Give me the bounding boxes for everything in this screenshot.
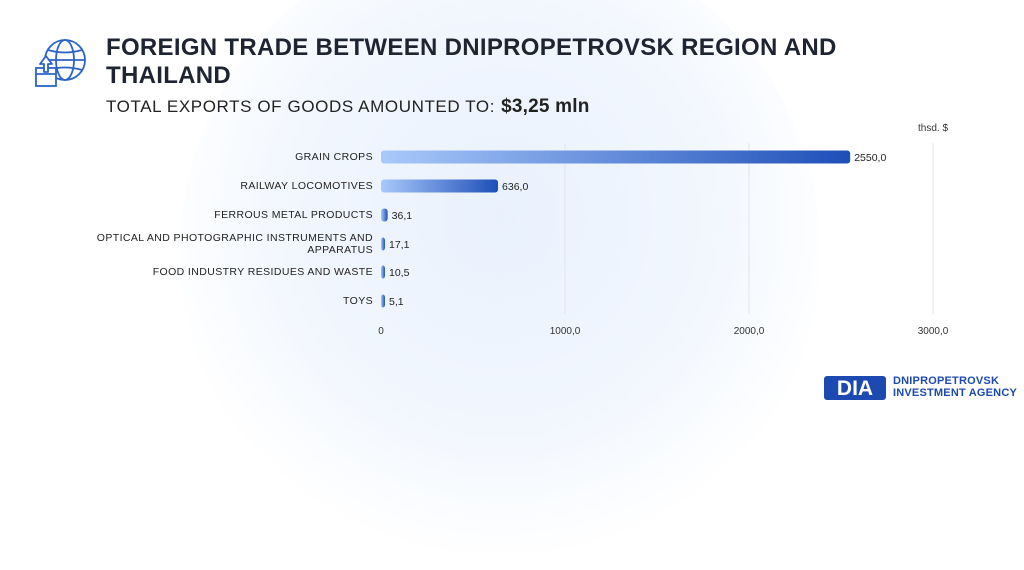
logo-line-1: DNIPROPETROVSK	[893, 375, 1000, 387]
x-tick-label: 1000,0	[550, 326, 581, 337]
logo-mark-text: DIA	[837, 377, 873, 400]
bar-value-label: 5,1	[389, 296, 404, 308]
chart-subtitle: TOTAL EXPORTS OF GOODS AMOUNTED TO: $3,25…	[106, 96, 590, 118]
x-tick-label: 0	[378, 326, 384, 337]
logo-line-2: INVESTMENT AGENCY	[893, 387, 1018, 399]
total-exports-amount: $3,25 mln	[501, 96, 590, 117]
bar-value-label: 17,1	[389, 239, 410, 251]
category-label: RAILWAY LOCOMOTIVES	[240, 180, 373, 192]
bar-value-label: 36,1	[392, 210, 413, 222]
chart-title: FOREIGN TRADE BETWEEN DNIPROPETROVSK REG…	[106, 34, 837, 89]
bar-value-label: 636,0	[502, 181, 528, 193]
category-label: OPTICAL AND PHOTOGRAPHIC INSTRUMENTS AND…	[96, 232, 373, 256]
bar	[381, 294, 385, 308]
category-label: FOOD INDUSTRY RESIDUES AND WASTE	[152, 266, 373, 278]
subtitle-prefix: TOTAL EXPORTS OF GOODS AMOUNTED TO:	[106, 97, 496, 116]
bar	[381, 237, 385, 251]
bar-value-label: 2550,0	[854, 152, 886, 164]
dia-logo-mark: DIA	[824, 376, 886, 400]
bar-value-label: 10,5	[389, 267, 410, 279]
logo-text: DNIPROPETROVSK INVESTMENT AGENCY	[893, 375, 1017, 399]
bar	[381, 265, 385, 279]
bar-chart: 0 1000,0 2000,0 3000,0 2550,0 636,0 36,1 17,1 10…	[378, 143, 949, 337]
bar	[381, 179, 499, 193]
globe-export-icon	[35, 39, 86, 87]
x-tick-label: 3000,0	[918, 326, 949, 337]
bar	[381, 208, 388, 222]
x-tick-label: 2000,0	[734, 326, 765, 337]
category-label: TOYS	[343, 295, 373, 307]
bar	[381, 150, 851, 164]
unit-label: thsd. $	[918, 123, 949, 134]
dia-logo: DIA DNIPROPETROVSK INVESTMENT AGENCY	[824, 374, 1017, 400]
category-label: GRAIN CROPS	[295, 151, 373, 163]
category-label: FERROUS METAL PRODUCTS	[214, 209, 373, 221]
